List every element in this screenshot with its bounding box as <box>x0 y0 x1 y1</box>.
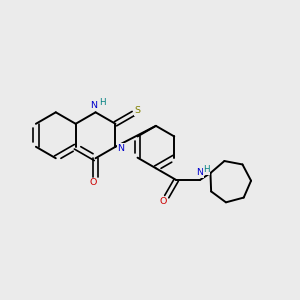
Text: N: N <box>90 101 97 110</box>
Text: O: O <box>89 178 97 187</box>
Text: O: O <box>160 197 167 206</box>
Text: N: N <box>196 168 203 177</box>
Text: H: H <box>203 165 210 174</box>
Text: N: N <box>117 144 124 153</box>
Text: S: S <box>135 106 141 115</box>
Text: H: H <box>99 98 105 106</box>
